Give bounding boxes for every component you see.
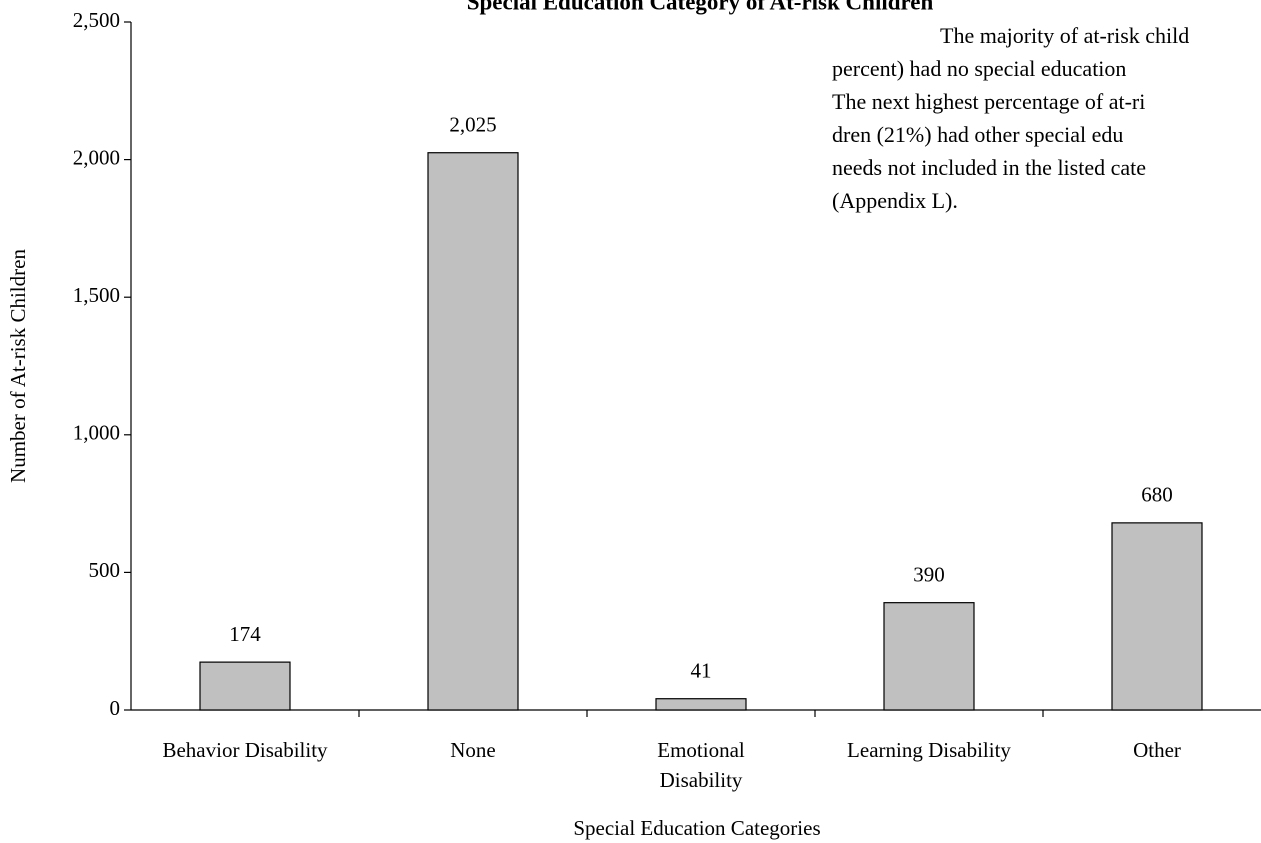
annotation-text: needs not included in the listed cate [832,155,1146,180]
data-label: 174 [229,622,261,646]
data-label: 2,025 [449,113,496,137]
annotation-text: dren (21%) had other special edu [832,122,1123,147]
data-label: 390 [913,562,945,586]
annotation-text: (Appendix L). [832,188,958,213]
annotation-text: percent) had no special education [832,56,1126,81]
x-axis-label: Special Education Categories [573,816,820,840]
y-tick-label: 2,000 [73,145,120,169]
bar [655,698,747,711]
annotation-text: The next highest percentage of at-ri [832,89,1145,114]
y-tick-label: 0 [110,696,121,720]
x-tick-label: None [450,738,496,762]
bar [1111,522,1203,711]
data-label: 680 [1141,483,1173,507]
x-tick-label: Behavior Disability [162,738,328,762]
y-tick-label: 2,500 [73,8,120,32]
bar [199,661,291,711]
bar [883,602,975,711]
bar [427,152,519,711]
chart-title: Special Education Category of At-risk Ch… [467,0,934,14]
x-tick-label: Emotional Disability [657,738,745,792]
y-tick-label: 500 [89,558,121,582]
data-label: 41 [691,659,712,683]
y-tick-label: 1,000 [73,421,120,445]
x-tick-label: Learning Disability [847,738,1011,762]
y-tick-label: 1,500 [73,283,120,307]
annotation-text: The majority of at-risk child [940,23,1189,48]
y-axis-label: Number of At-risk Children [6,249,30,483]
x-tick-label: Other [1133,738,1181,762]
